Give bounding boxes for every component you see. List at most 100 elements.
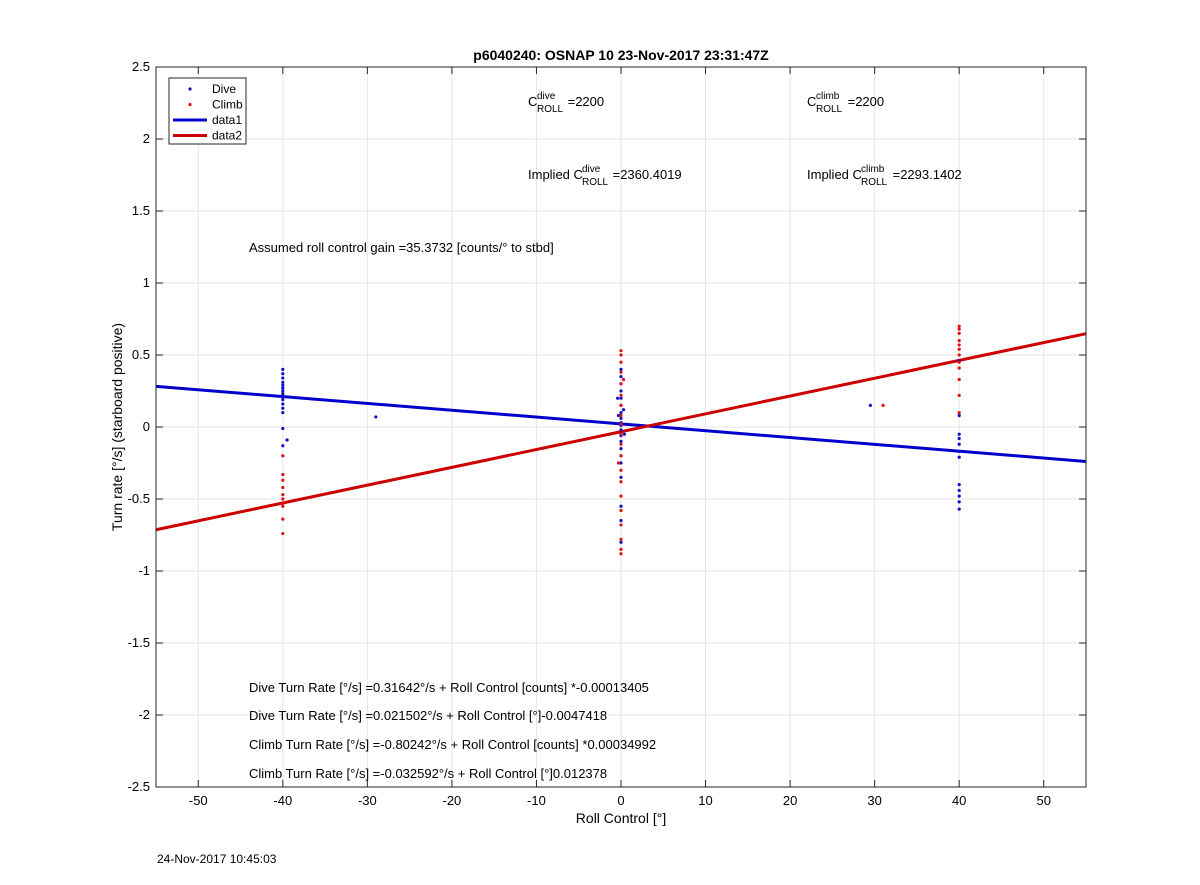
dive-point bbox=[281, 402, 285, 406]
climb-point bbox=[281, 501, 285, 505]
plot-border bbox=[155, 66, 1087, 788]
climb-point bbox=[957, 324, 961, 328]
dive-point bbox=[374, 415, 378, 419]
c-roll-dive-sup: dive bbox=[537, 91, 556, 102]
climb-point bbox=[619, 523, 623, 527]
dive-point bbox=[619, 396, 623, 400]
dive-point bbox=[957, 483, 961, 487]
legend-label-data1: data1 bbox=[212, 113, 242, 127]
dive-point bbox=[281, 386, 285, 390]
dive-point bbox=[868, 403, 873, 407]
legend-label-climb: Climb bbox=[212, 98, 243, 112]
climb-point bbox=[619, 537, 623, 541]
c-roll-climb-sub: ROLL bbox=[816, 104, 843, 115]
climb-point bbox=[619, 403, 623, 407]
climb-point bbox=[957, 393, 961, 397]
dive-point bbox=[957, 507, 961, 511]
dive-point bbox=[619, 411, 623, 415]
implied-dive-sup: dive bbox=[582, 164, 601, 175]
dive-point bbox=[281, 426, 285, 431]
y-tick-label: 2.5 bbox=[132, 59, 150, 74]
implied-climb-annotation: Implied C climb ROLL =2293.1402 bbox=[807, 164, 962, 188]
climb-point bbox=[881, 403, 885, 407]
y-tick-label: -0.5 bbox=[128, 491, 150, 506]
x-tick-label: 50 bbox=[1036, 793, 1050, 808]
y-tick-label: 0 bbox=[143, 419, 150, 434]
climb-point bbox=[619, 552, 623, 556]
y-axis-ticks: 2.5 2 1.5 1 0.5 0 -0.5 -1 -1.5 -2 -2.5 bbox=[128, 59, 1086, 794]
dive-point bbox=[619, 416, 623, 420]
dive-point bbox=[281, 395, 285, 399]
data2-fit-line bbox=[155, 332, 1087, 532]
climb-point bbox=[619, 393, 623, 397]
dive-point bbox=[281, 406, 285, 410]
implied-climb-sup: climb bbox=[861, 164, 885, 175]
dive-point bbox=[957, 500, 961, 504]
climb-point bbox=[619, 480, 623, 484]
climb-point bbox=[619, 508, 623, 513]
eq-dive-counts: Dive Turn Rate [°/s] =0.31642°/s + Roll … bbox=[249, 680, 649, 695]
climb-point bbox=[281, 497, 285, 501]
dive-point bbox=[281, 444, 285, 448]
dive-point bbox=[619, 389, 623, 393]
x-tick-label: -20 bbox=[443, 793, 462, 808]
climb-point bbox=[281, 504, 285, 508]
climb-point bbox=[957, 360, 961, 364]
y-tick-label: -1.5 bbox=[128, 635, 150, 650]
dive-point bbox=[957, 455, 961, 459]
climb-point bbox=[957, 353, 961, 357]
y-tick-label: -2.5 bbox=[128, 779, 150, 794]
climb-point bbox=[281, 472, 285, 477]
y-tick-label: -1 bbox=[138, 563, 150, 578]
gain-annotation: Assumed roll control gain =35.3732 [coun… bbox=[249, 240, 554, 255]
y-axis-label: Turn rate [°/s] (starboard positive) bbox=[109, 323, 125, 531]
implied-dive-prefix: Implied C bbox=[528, 167, 583, 182]
eq-dive-deg: Dive Turn Rate [°/s] =0.021502°/s + Roll… bbox=[249, 708, 607, 723]
implied-climb-sub: ROLL bbox=[861, 177, 888, 188]
climb-point bbox=[616, 461, 621, 465]
climb-point bbox=[619, 494, 623, 498]
dive-point bbox=[281, 389, 285, 393]
implied-dive-value: =2360.4019 bbox=[609, 167, 682, 182]
legend-marker-climb bbox=[188, 102, 192, 107]
eq-climb-deg: Climb Turn Rate [°/s] =-0.032592°/s + Ro… bbox=[249, 766, 607, 781]
legend-marker-dive bbox=[188, 87, 192, 91]
dive-point bbox=[622, 432, 626, 436]
x-tick-label: 0 bbox=[617, 793, 624, 808]
c-roll-dive-annotation: C dive ROLL =2200 bbox=[528, 91, 604, 115]
dive-point bbox=[616, 413, 621, 418]
legend-label-data2: data2 bbox=[212, 129, 242, 143]
climb-point bbox=[619, 382, 623, 386]
climb-point bbox=[957, 366, 961, 370]
dive-point bbox=[619, 461, 623, 465]
dive-point bbox=[957, 436, 961, 441]
climb-point bbox=[619, 422, 623, 426]
y-tick-label: 2 bbox=[143, 131, 150, 146]
climb-point bbox=[957, 339, 961, 343]
climb-point bbox=[619, 353, 623, 357]
climb-point bbox=[619, 468, 623, 472]
dive-point bbox=[621, 408, 626, 412]
dive-point bbox=[285, 438, 289, 442]
x-tick-label: -30 bbox=[358, 793, 377, 808]
implied-climb-value: =2293.1402 bbox=[889, 167, 962, 182]
climb-point bbox=[619, 413, 623, 418]
c-roll-climb-c: C bbox=[807, 94, 816, 109]
dive-point bbox=[281, 398, 285, 402]
dive-point bbox=[619, 504, 623, 508]
climb-point bbox=[619, 370, 623, 374]
y-tick-label: 1 bbox=[143, 275, 150, 290]
dive-point bbox=[619, 519, 623, 523]
climb-point bbox=[621, 377, 626, 382]
footer-timestamp: 24-Nov-2017 10:45:03 bbox=[157, 852, 277, 866]
chart-title: p6040240: OSNAP 10 23-Nov-2017 23:31:47Z bbox=[473, 47, 769, 63]
dive-point bbox=[281, 392, 285, 396]
dive-point bbox=[619, 447, 623, 451]
implied-dive-annotation: Implied C dive ROLL =2360.4019 bbox=[528, 164, 682, 188]
x-tick-label: -40 bbox=[273, 793, 292, 808]
x-axis-label: Roll Control [°] bbox=[576, 810, 666, 826]
c-roll-dive-sub: ROLL bbox=[537, 104, 564, 115]
eq-climb-counts: Climb Turn Rate [°/s] =-0.80242°/s + Rol… bbox=[249, 737, 656, 752]
